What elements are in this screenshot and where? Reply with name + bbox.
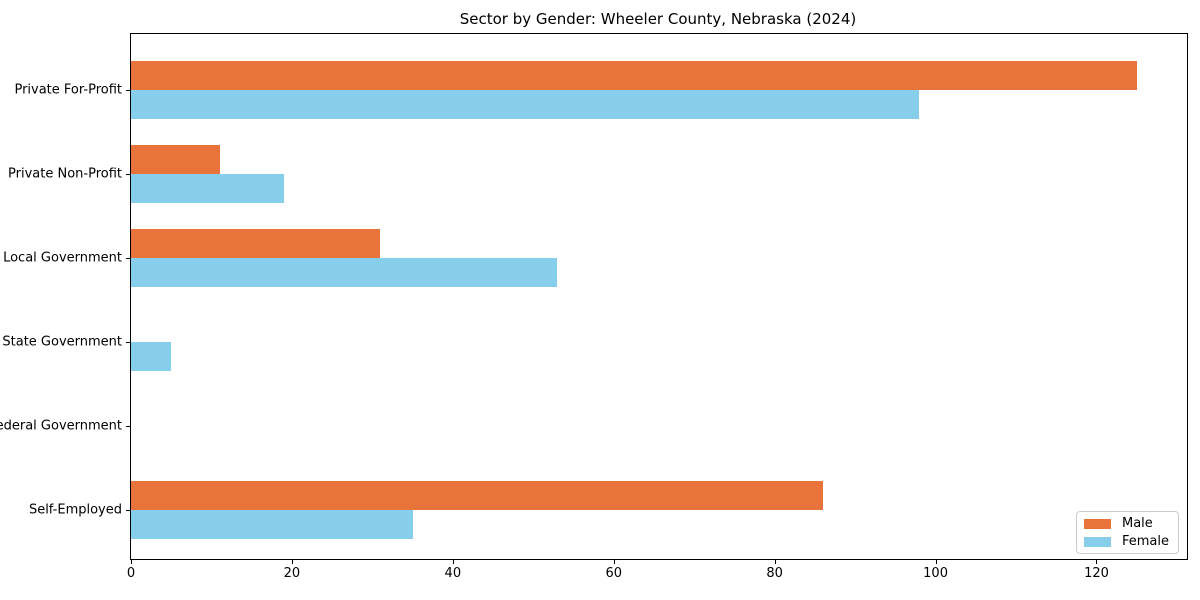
ytick-mark-federal-government xyxy=(126,426,131,427)
ytick-label-local-government: Local Government xyxy=(3,250,122,266)
xtick-mark-120 xyxy=(1096,559,1098,564)
xtick-mark-0 xyxy=(131,559,132,564)
ytick-label-state-government: State Government xyxy=(2,334,122,350)
ytick-label-private-for-profit: Private For-Profit xyxy=(14,82,122,98)
xtick-label-20: 20 xyxy=(283,566,301,581)
ytick-mark-local-government xyxy=(126,258,131,259)
ytick-mark-state-government xyxy=(126,342,131,343)
bar-local-government-female xyxy=(131,258,558,287)
ytick-mark-private-for-profit xyxy=(126,90,131,91)
xtick-mark-60 xyxy=(613,559,615,564)
xtick-mark-40 xyxy=(452,559,454,564)
xtick-label-60: 60 xyxy=(605,566,623,581)
ytick-label-federal-government: Federal Government xyxy=(0,418,122,434)
ytick-mark-private-non-profit xyxy=(126,174,131,175)
plot-area: Private For-Profit Private Non-Profit Loca… xyxy=(0,33,1188,581)
legend: Male Female xyxy=(1075,511,1179,554)
xtick-mark-80 xyxy=(774,559,776,564)
xtick-label-40: 40 xyxy=(444,566,462,581)
legend-swatch-male xyxy=(1083,518,1111,529)
legend-label-male: Male xyxy=(1121,516,1153,531)
bar-private-non-profit-female xyxy=(131,174,284,203)
xtick-label-80: 80 xyxy=(766,566,783,581)
bar-private-non-profit-male xyxy=(131,145,220,174)
xtick-mark-20 xyxy=(291,559,293,564)
xtick-label-100: 100 xyxy=(923,566,948,581)
ytick-label-private-non-profit: Private Non-Profit xyxy=(8,166,122,182)
xtick-mark-100 xyxy=(935,559,937,564)
xtick-label-120: 120 xyxy=(1084,566,1109,581)
ytick-label-self-employed: Self-Employed xyxy=(28,502,122,518)
legend-item-female: Female xyxy=(1083,534,1169,549)
xtick-label-0: 0 xyxy=(126,566,136,581)
legend-label-female: Female xyxy=(1121,534,1169,549)
ytick-mark-self-employed xyxy=(126,510,131,511)
legend-swatch-female xyxy=(1083,536,1111,547)
bar-self-employed-male xyxy=(131,481,823,510)
bar-self-employed-female xyxy=(131,510,413,539)
bar-state-government-female xyxy=(131,342,172,371)
chart-title: Sector by Gender: Wheeler County, Nebras… xyxy=(459,10,857,28)
bar-local-government-male xyxy=(131,229,381,258)
bar-private-for-profit-female xyxy=(131,90,920,119)
legend-item-male: Male xyxy=(1083,516,1169,531)
bar-private-for-profit-male xyxy=(131,61,1137,90)
